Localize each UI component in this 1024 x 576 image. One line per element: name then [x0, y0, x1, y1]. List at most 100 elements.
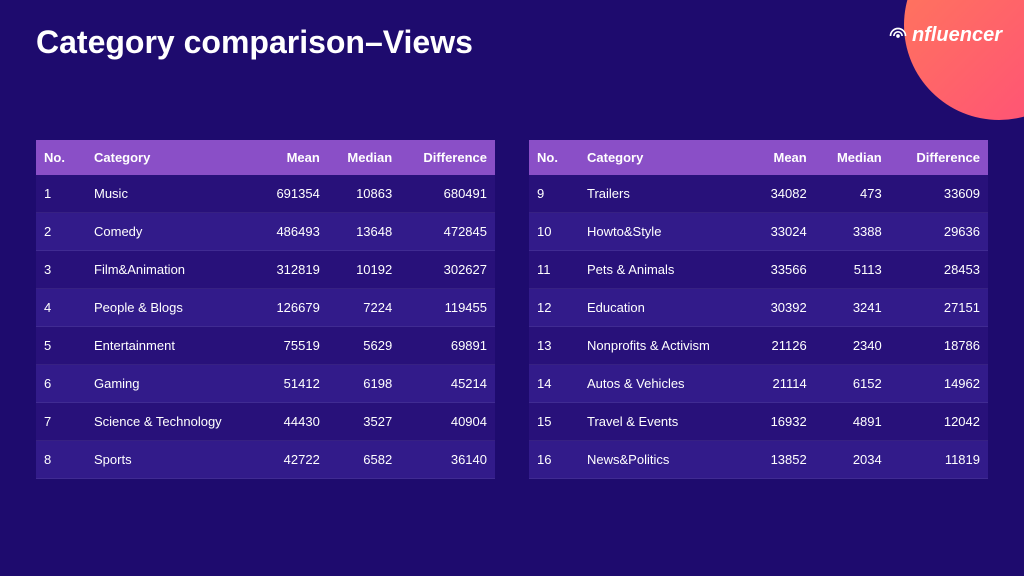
table-row: 14Autos & Vehicles21114615214962	[529, 365, 988, 403]
table-row: 8Sports42722658236140	[36, 441, 495, 479]
table-cell: 10192	[328, 251, 400, 289]
table-row: 2Comedy48649313648472845	[36, 213, 495, 251]
table-cell: 21114	[750, 365, 814, 403]
brand-text: nfluencer	[912, 24, 1002, 47]
table-cell: 27151	[890, 289, 988, 327]
table-cell: 40904	[400, 403, 495, 441]
table-cell: Sports	[86, 441, 257, 479]
table-cell: Film&Animation	[86, 251, 257, 289]
col-category: Category	[86, 140, 257, 175]
col-mean: Mean	[750, 140, 814, 175]
table-cell: 12	[529, 289, 579, 327]
table-cell: 691354	[257, 175, 328, 213]
table-row: 15Travel & Events16932489112042	[529, 403, 988, 441]
table-cell: 11819	[890, 441, 988, 479]
table-cell: 7	[36, 403, 86, 441]
table-cell: 51412	[257, 365, 328, 403]
table-cell: 2340	[815, 327, 890, 365]
col-median: Median	[328, 140, 400, 175]
category-table-right: No. Category Mean Median Difference 9Tra…	[529, 140, 988, 479]
table-cell: 75519	[257, 327, 328, 365]
table-cell: 486493	[257, 213, 328, 251]
table-cell: Comedy	[86, 213, 257, 251]
category-table-left: No. Category Mean Median Difference 1Mus…	[36, 140, 495, 479]
col-difference: Difference	[890, 140, 988, 175]
table-cell: 33024	[750, 213, 814, 251]
table-cell: 2	[36, 213, 86, 251]
table-row: 11Pets & Animals33566511328453	[529, 251, 988, 289]
table-cell: 1	[36, 175, 86, 213]
table-cell: 8	[36, 441, 86, 479]
table-cell: 3527	[328, 403, 400, 441]
table-cell: 14962	[890, 365, 988, 403]
tables-container: No. Category Mean Median Difference 1Mus…	[36, 140, 988, 479]
table-cell: Pets & Animals	[579, 251, 750, 289]
table-cell: 3388	[815, 213, 890, 251]
table-cell: 16932	[750, 403, 814, 441]
table-cell: 3	[36, 251, 86, 289]
table-cell: 13852	[750, 441, 814, 479]
table-cell: 6582	[328, 441, 400, 479]
table-cell: Travel & Events	[579, 403, 750, 441]
table-row: 10Howto&Style33024338829636	[529, 213, 988, 251]
table-cell: 69891	[400, 327, 495, 365]
table-cell: People & Blogs	[86, 289, 257, 327]
table-cell: 13648	[328, 213, 400, 251]
table-cell: News&Politics	[579, 441, 750, 479]
table-cell: Gaming	[86, 365, 257, 403]
table-header-row: No. Category Mean Median Difference	[529, 140, 988, 175]
table-cell: 302627	[400, 251, 495, 289]
table-cell: Education	[579, 289, 750, 327]
table-cell: 5113	[815, 251, 890, 289]
table-cell: 33566	[750, 251, 814, 289]
fingerprint-icon	[888, 26, 908, 46]
col-difference: Difference	[400, 140, 495, 175]
table-row: 7Science & Technology44430352740904	[36, 403, 495, 441]
table-cell: 6152	[815, 365, 890, 403]
table-cell: 126679	[257, 289, 328, 327]
table-row: 13Nonprofits & Activism21126234018786	[529, 327, 988, 365]
table-cell: Entertainment	[86, 327, 257, 365]
col-median: Median	[815, 140, 890, 175]
table-cell: 4891	[815, 403, 890, 441]
table-row: 12Education30392324127151	[529, 289, 988, 327]
table-cell: 312819	[257, 251, 328, 289]
table-cell: 5629	[328, 327, 400, 365]
table-cell: 6198	[328, 365, 400, 403]
table-cell: 9	[529, 175, 579, 213]
table-cell: 42722	[257, 441, 328, 479]
table-cell: 16	[529, 441, 579, 479]
table-cell: 36140	[400, 441, 495, 479]
table-cell: Nonprofits & Activism	[579, 327, 750, 365]
table-cell: 30392	[750, 289, 814, 327]
table-cell: Music	[86, 175, 257, 213]
table-cell: 34082	[750, 175, 814, 213]
table-cell: Trailers	[579, 175, 750, 213]
table-row: 9Trailers3408247333609	[529, 175, 988, 213]
table-cell: 45214	[400, 365, 495, 403]
page-title: Category comparison–Views	[36, 24, 473, 61]
table-cell: 12042	[890, 403, 988, 441]
table-row: 3Film&Animation31281910192302627	[36, 251, 495, 289]
table-row: 16News&Politics13852203411819	[529, 441, 988, 479]
table-cell: 13	[529, 327, 579, 365]
table-cell: Howto&Style	[579, 213, 750, 251]
table-cell: 10863	[328, 175, 400, 213]
table-header-row: No. Category Mean Median Difference	[36, 140, 495, 175]
table-cell: 473	[815, 175, 890, 213]
table-cell: 3241	[815, 289, 890, 327]
table-cell: Autos & Vehicles	[579, 365, 750, 403]
brand-badge	[904, 0, 1024, 120]
brand-logo: nfluencer	[888, 24, 1002, 47]
table-cell: 44430	[257, 403, 328, 441]
table-cell: 29636	[890, 213, 988, 251]
table-cell: 2034	[815, 441, 890, 479]
col-mean: Mean	[257, 140, 328, 175]
table-row: 1Music69135410863680491	[36, 175, 495, 213]
table-cell: 21126	[750, 327, 814, 365]
table-cell: 10	[529, 213, 579, 251]
table-cell: 15	[529, 403, 579, 441]
table-row: 5Entertainment75519562969891	[36, 327, 495, 365]
table-cell: 5	[36, 327, 86, 365]
table-row: 6Gaming51412619845214	[36, 365, 495, 403]
